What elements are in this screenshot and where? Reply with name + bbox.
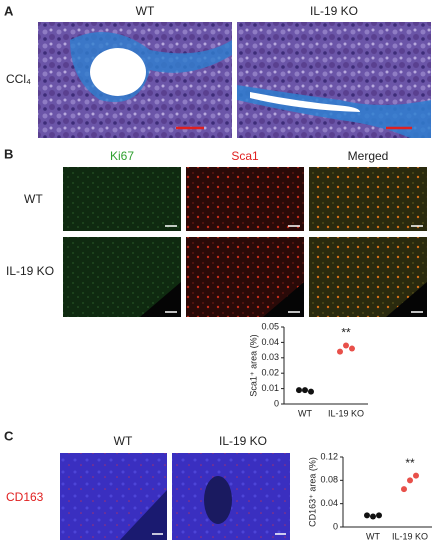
y-tick-label: 0 — [274, 398, 279, 408]
y-tick-label: 0.04 — [261, 337, 279, 347]
y-tick-label: 0.08 — [320, 475, 338, 485]
row-label: IL-19 KO — [6, 264, 54, 278]
panel-label: A — [4, 3, 14, 18]
column-label: WT — [114, 434, 133, 448]
significance: ** — [341, 326, 351, 340]
micrograph — [38, 22, 232, 138]
y-tick-label: 0.01 — [261, 383, 279, 393]
column-label: IL-19 KO — [219, 434, 267, 448]
data-point — [308, 388, 314, 395]
micrograph-grid — [63, 167, 427, 317]
data-point — [296, 387, 302, 394]
panel-label: B — [4, 146, 13, 161]
column-label: Ki67 — [110, 149, 134, 163]
x-tick-label: IL-19 KO — [328, 408, 364, 418]
y-tick-label: 0 — [333, 521, 338, 531]
data-point — [370, 513, 376, 520]
micrograph — [60, 453, 167, 540]
y-tick-label: 0.03 — [261, 352, 279, 362]
y-tick-label: 0.02 — [261, 368, 279, 378]
x-tick-label: IL-19 KO — [392, 531, 428, 541]
data-point — [337, 348, 343, 355]
data-point — [364, 512, 370, 519]
data-point — [376, 512, 382, 519]
x-tick-label: WT — [298, 408, 312, 418]
row-label: CD163 — [6, 490, 44, 504]
data-point — [302, 387, 308, 394]
y-tick-label: 0.05 — [261, 321, 279, 331]
row-label: WT — [24, 192, 43, 206]
column-label: IL-19 KO — [310, 4, 358, 18]
data-point — [349, 345, 355, 352]
panel-label: C — [4, 428, 14, 443]
micrograph — [172, 453, 290, 540]
micrograph — [237, 22, 431, 138]
column-label: Sca1 — [231, 149, 259, 163]
column-label: WT — [136, 4, 155, 18]
data-point — [407, 477, 413, 484]
data-point — [413, 472, 419, 479]
y-axis-label: CD163⁺ area (%) — [307, 457, 317, 527]
row-label: CCl₄ — [6, 72, 31, 86]
y-tick-label: 0.12 — [320, 451, 338, 461]
x-tick-label: WT — [366, 531, 380, 541]
y-tick-label: 0.04 — [320, 498, 338, 508]
column-label: Merged — [348, 149, 389, 163]
data-point — [401, 486, 407, 493]
y-axis-label: Sca1⁺ area (%) — [248, 334, 258, 396]
significance: ** — [405, 456, 415, 470]
data-point — [343, 342, 349, 349]
